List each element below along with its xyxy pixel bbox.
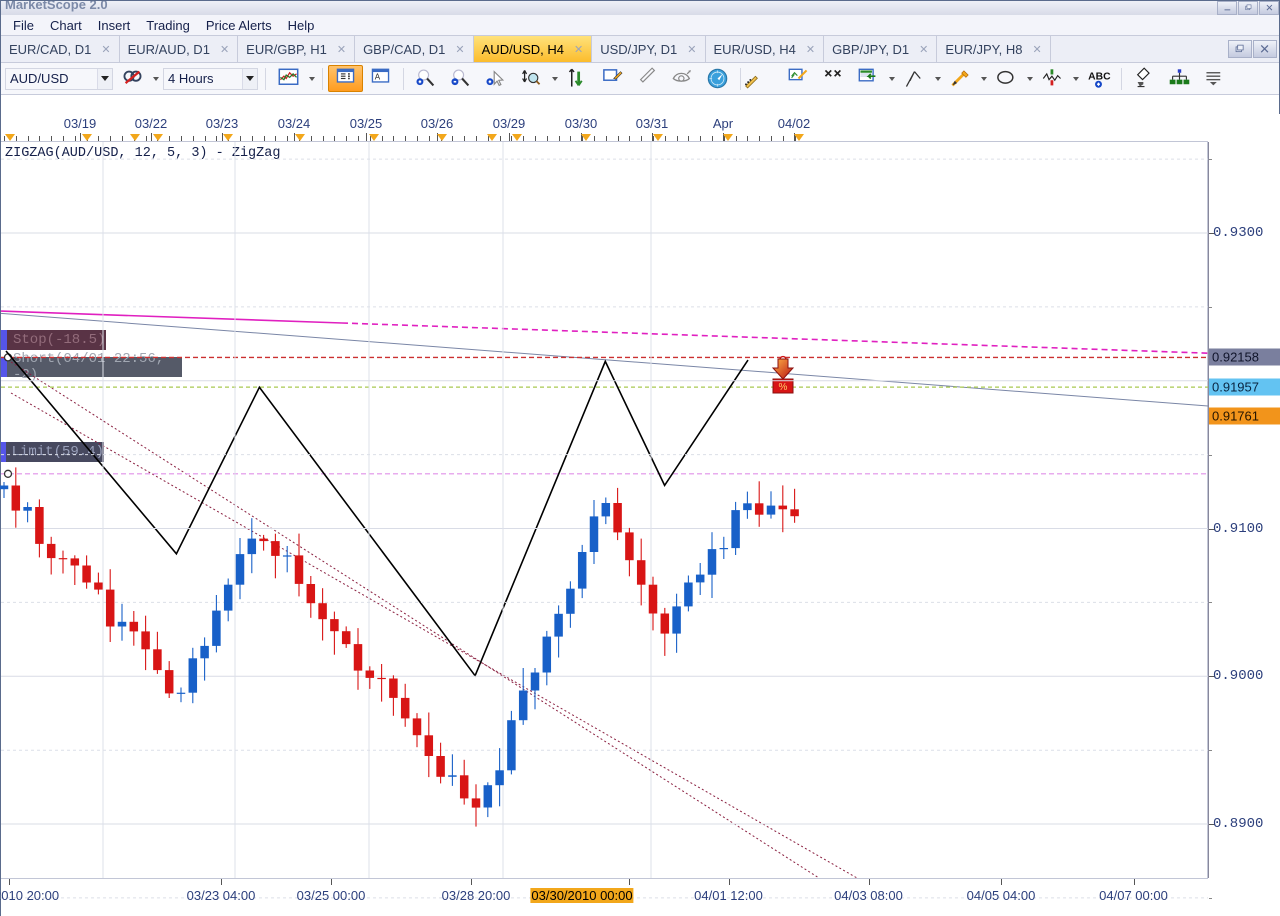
- svg-text:%: %: [779, 382, 788, 393]
- svg-text:A: A: [375, 73, 381, 82]
